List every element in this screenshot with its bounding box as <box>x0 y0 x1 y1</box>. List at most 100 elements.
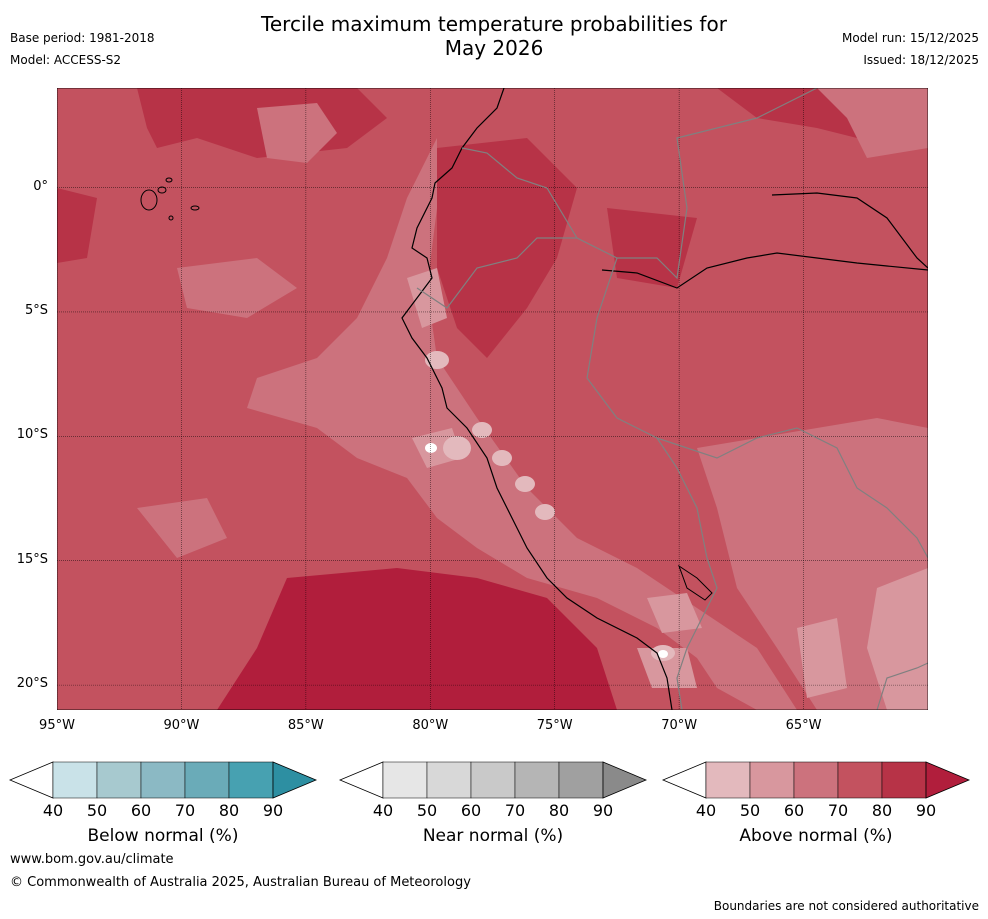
colorbar-extend-high <box>925 761 971 799</box>
colorbar-segment <box>514 761 560 799</box>
colorbar-tick-label: 70 <box>504 801 526 820</box>
colorbar-tick-label: 90 <box>915 801 937 820</box>
colorbar-tick-label: 80 <box>218 801 240 820</box>
region-colombia-dark <box>607 208 697 288</box>
colorbar-segment <box>140 761 186 799</box>
region-southeast-lighter <box>867 568 928 710</box>
colorbar-segment <box>228 761 274 799</box>
colorbar-segment <box>96 761 142 799</box>
footer-copyright: © Commonwealth of Australia 2025, Austra… <box>10 875 471 890</box>
colorbar-extend-high <box>602 761 648 799</box>
colorbar-segment <box>837 761 883 799</box>
lake-titicaca <box>678 564 713 601</box>
colorbar-tick-label: 40 <box>42 801 64 820</box>
colorbar-tick-label: 90 <box>262 801 284 820</box>
colorbars <box>8 761 971 799</box>
spot-pale-4 <box>535 504 555 520</box>
graticule <box>57 88 928 710</box>
border-bolivia-south <box>876 662 928 710</box>
amazon-north-channel <box>771 192 928 269</box>
colorbar-segment <box>52 761 98 799</box>
latitude-label: 15°S <box>16 551 48 567</box>
longitude-label: 65°W <box>785 718 822 733</box>
spot-white-1 <box>425 443 437 453</box>
spot-white-2 <box>658 650 668 658</box>
colorbar-below-normal <box>8 761 318 799</box>
colorbar-extend-high <box>272 761 318 799</box>
colorbar-extend-low <box>338 761 384 799</box>
region-south-ocean-dark <box>217 568 617 710</box>
border-bolivia-brazil <box>656 427 928 559</box>
region-peru-pale-2 <box>647 593 702 633</box>
border-colombia <box>461 88 818 280</box>
colorbar-segment <box>705 761 751 799</box>
colorbar-tick-label: 80 <box>548 801 570 820</box>
model-run-text: Model run: 15/12/2025 <box>841 31 979 45</box>
latitude-label: 20°S <box>16 676 48 692</box>
region-ocean-light-2 <box>177 258 297 318</box>
colorbar-tick-label: 80 <box>871 801 893 820</box>
longitude-label: 75°W <box>536 718 573 733</box>
base-period-text: Base period: 1981-2018 <box>10 31 155 45</box>
colorbar-title-above: Above normal (%) <box>739 826 893 846</box>
border-peru-brazil-bolivia <box>586 257 718 710</box>
latitude-label: 5°S <box>24 302 48 318</box>
region-bolivia-lighter <box>797 618 847 698</box>
region-west-dark <box>57 188 97 263</box>
region-chile-pale <box>637 648 697 688</box>
colorbar-tick-label: 70 <box>174 801 196 820</box>
footer-note: Boundaries are not considered authoritat… <box>713 899 979 913</box>
border-ecuador-peru <box>416 237 577 309</box>
colorbar-tick-label: 50 <box>739 801 761 820</box>
colorbar-segment <box>558 761 604 799</box>
longitude-label: 90°W <box>163 718 200 733</box>
region-ocean-light-3 <box>137 498 227 558</box>
amazon-river <box>601 252 928 289</box>
colorbar-tick-label: 90 <box>592 801 614 820</box>
colorbar-title-below: Below normal (%) <box>87 826 239 846</box>
colorbar-extend-low <box>8 761 54 799</box>
region-ocean-light-1 <box>257 103 337 163</box>
colorbar-segment <box>470 761 516 799</box>
footer-url[interactable]: www.bom.gov.au/climate <box>10 852 174 867</box>
latitude-label: 0° <box>33 178 48 194</box>
longitude-label: 85°W <box>287 718 324 733</box>
chart-title: Tercile maximum temperature probabilitie… <box>0 12 988 60</box>
colorbar-segment <box>382 761 428 799</box>
colorbar-tick-label: 60 <box>783 801 805 820</box>
longitude-label: 70°W <box>661 718 698 733</box>
region-venezuela-light <box>817 88 928 158</box>
meta-left: Base period: 1981-2018 Model: ACCESS-S2 <box>10 27 155 71</box>
region-andes-north-dark <box>437 138 577 358</box>
spot-pale-5 <box>515 476 535 492</box>
spot-pale-7 <box>472 422 492 438</box>
colorbar-segment <box>793 761 839 799</box>
colorbar-extend-low <box>661 761 707 799</box>
longitude-label: 95°W <box>39 718 75 733</box>
colorbar-tick-label: 50 <box>416 801 438 820</box>
spot-pale-2 <box>443 436 471 460</box>
title-line-1: Tercile maximum temperature probabilitie… <box>261 12 727 36</box>
colorbar-title-near: Near normal (%) <box>422 826 564 846</box>
spot-pale-6 <box>492 450 512 466</box>
spot-pale-1 <box>425 351 449 369</box>
galapagos-islands <box>140 177 200 221</box>
colorbar-tick-label: 60 <box>460 801 482 820</box>
colorbar-segment <box>426 761 472 799</box>
latitude-label: 10°S <box>16 427 48 443</box>
title-line-2: May 2026 <box>444 36 544 60</box>
colorbar-near-normal <box>338 761 648 799</box>
coastline <box>401 88 673 710</box>
colorbar-tick-label: 40 <box>695 801 717 820</box>
meta-right: Model run: 15/12/2025 Issued: 18/12/2025 <box>842 27 979 71</box>
region-ecuador-pale <box>407 268 447 328</box>
colorbar-tick-label: 70 <box>827 801 849 820</box>
colorbar-tick-label: 50 <box>86 801 108 820</box>
model-text: Model: ACCESS-S2 <box>10 53 122 67</box>
probability-map <box>57 88 928 710</box>
region-coastal-band <box>247 138 797 710</box>
colorbar-segment <box>881 761 927 799</box>
map-fills <box>57 88 928 710</box>
issued-text: Issued: 18/12/2025 <box>863 53 979 67</box>
longitude-label: 80°W <box>412 718 449 733</box>
